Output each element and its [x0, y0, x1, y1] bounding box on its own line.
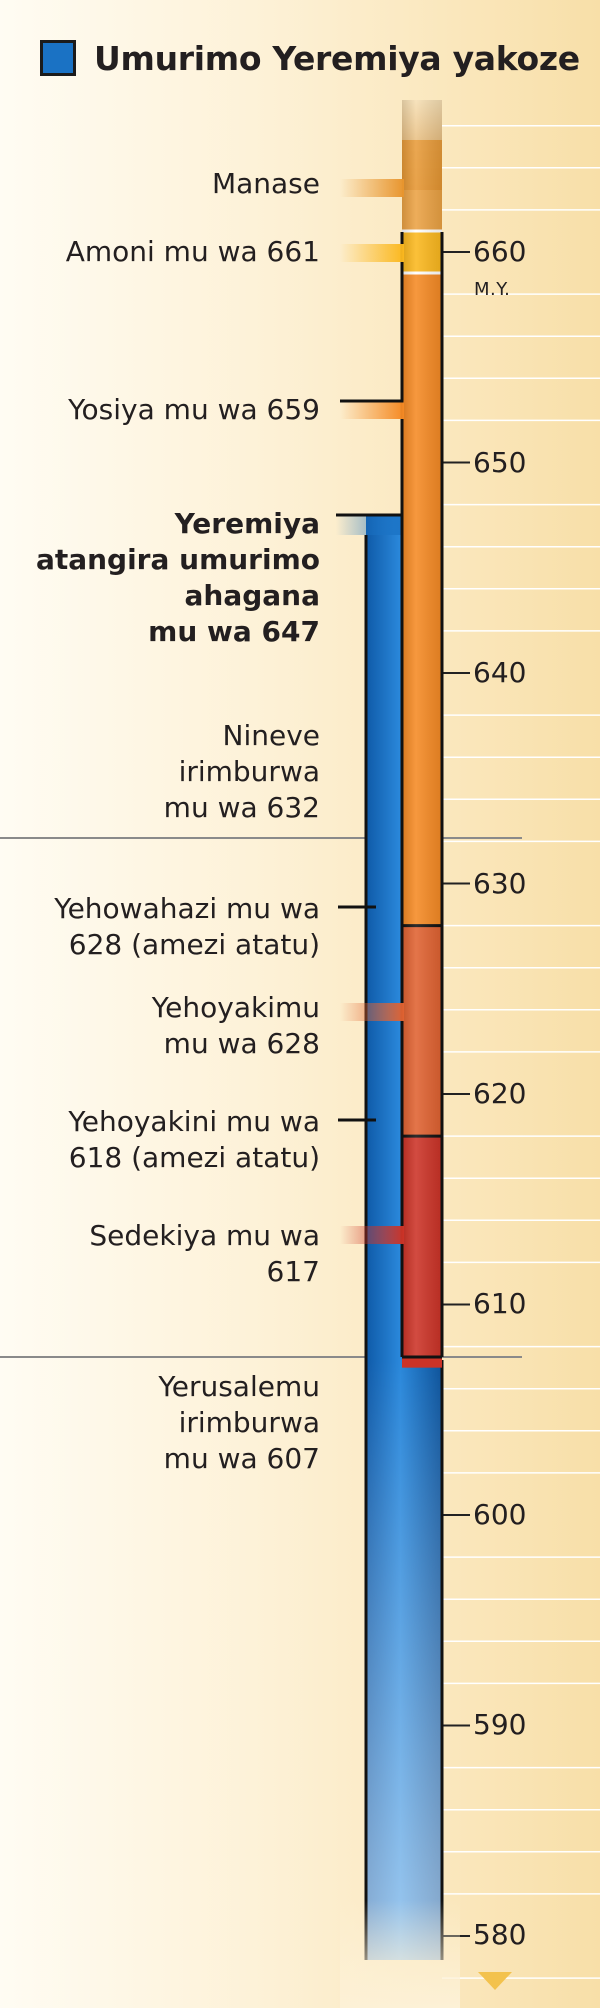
axis-tick-640: 640 [473, 656, 527, 689]
stub-amoni [340, 244, 404, 262]
label-sedekiya: Sedekiya mu wa 617 [89, 1219, 320, 1288]
axis-tick-610: 610 [473, 1287, 527, 1320]
legend-label: Umurimo Yeremiya yakoze [94, 38, 580, 78]
axis-tick-620: 620 [473, 1077, 527, 1110]
axis-tick-600: 600 [473, 1498, 527, 1531]
label-amoni: Amoni mu wa 661 [65, 235, 320, 268]
axis-tick-580: 580 [473, 1918, 527, 1951]
scroll-down-arrow-icon [478, 1972, 512, 1990]
label-manase: Manase [211, 167, 320, 200]
label-yosiya: Yosiya mu wa 659 [68, 393, 320, 426]
legend: Umurimo Yeremiya yakoze [40, 36, 580, 80]
label-yehowahazi: Yehowahazi mu wa 628 (amezi atatu) [54, 892, 320, 961]
stub-yosiya [340, 401, 404, 419]
label-yehoyakimu: Yehoyakimu mu wa 628 [151, 991, 320, 1060]
label-nineve: Nineve irimburwa mu wa 632 [163, 719, 320, 824]
axis-tick-660: 660 [473, 235, 527, 268]
legend-swatch [40, 40, 76, 76]
label-yehoyakini: Yehoyakini mu wa 618 (amezi atatu) [68, 1105, 320, 1174]
label-yerusalemu: Yerusalemu irimburwa mu wa 607 [158, 1370, 320, 1475]
stub-manase [340, 179, 404, 197]
stub-sedekiya [340, 1226, 404, 1244]
ministry-start-stub [336, 515, 416, 535]
scale-minor-lines [442, 124, 600, 1979]
label-yeremiya-start: Yeremiya atangira umurimo ahagana mu wa … [35, 507, 320, 648]
axis-tick-650: 650 [473, 446, 527, 479]
axis-tick-590: 590 [473, 1708, 527, 1741]
stub-yehoyakimu [340, 1003, 404, 1021]
axis-tick-630: 630 [473, 867, 527, 900]
axis-unit: M.Y. [474, 279, 511, 300]
